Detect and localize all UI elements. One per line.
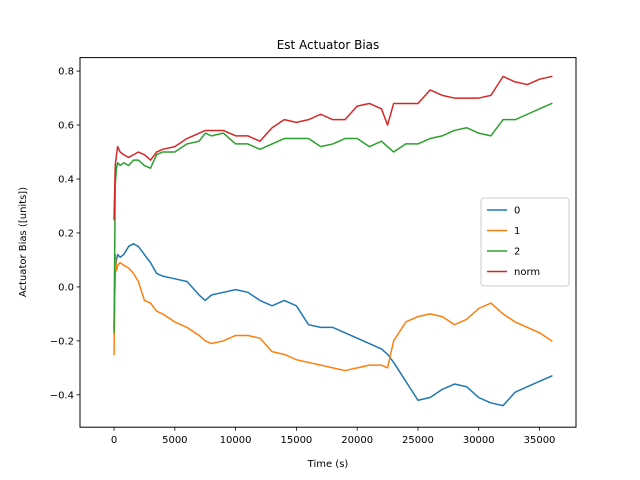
series-line-norm <box>113 75 553 221</box>
x-tick-label: 0 <box>111 435 117 446</box>
legend-items: 0 1 2 norm <box>487 206 540 278</box>
series-line-2 <box>113 102 553 334</box>
y-tick-label: 0.6 <box>58 121 74 132</box>
x-tick-label: 10000 <box>220 435 252 446</box>
x-tick-label: 20000 <box>341 435 373 446</box>
y-tick-label: −0.2 <box>50 336 74 347</box>
series-line-0 <box>113 243 553 407</box>
legend-label-2: 2 <box>514 247 520 258</box>
x-tick-label: 15000 <box>280 435 312 446</box>
legend-label-1: 1 <box>514 226 520 237</box>
legend-label-0: 0 <box>514 206 520 217</box>
x-tick-label: 30000 <box>463 435 495 446</box>
x-tick-label: 35000 <box>524 435 556 446</box>
plot-area <box>79 57 577 428</box>
y-tick-label: 0.0 <box>58 283 74 294</box>
legend-frame <box>480 197 570 287</box>
x-tick-label: 5000 <box>162 435 187 446</box>
x-axis-ticks: 0 5000 10000 15000 20000 25000 30000 35000 <box>111 427 556 446</box>
series-line-1 <box>113 253 553 372</box>
y-axis-ticks: −0.4 −0.2 0.0 0.2 0.4 0.6 0.8 <box>50 67 80 401</box>
axes-frame <box>79 57 577 428</box>
legend: 0 1 2 norm <box>480 197 570 287</box>
legend-label-norm: norm <box>514 267 540 278</box>
x-axis-label: Time (s) <box>307 459 349 470</box>
y-tick-label: 0.4 <box>58 175 74 186</box>
series-layer <box>113 75 553 407</box>
y-axis-label: Actuator Bias ([units]) <box>18 187 29 297</box>
y-tick-label: 0.8 <box>58 67 74 78</box>
x-tick-label: 25000 <box>402 435 434 446</box>
chart-title: Est Actuator Bias <box>277 38 380 52</box>
y-tick-label: 0.2 <box>58 229 74 240</box>
y-tick-label: −0.4 <box>50 390 74 401</box>
